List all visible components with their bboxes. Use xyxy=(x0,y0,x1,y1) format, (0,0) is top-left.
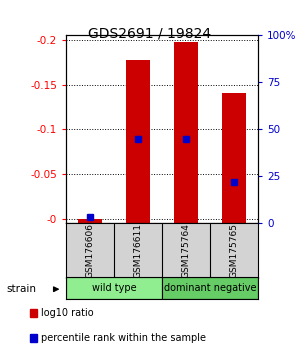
Text: GSM176606: GSM176606 xyxy=(85,223,94,278)
Text: GSM176611: GSM176611 xyxy=(134,223,142,278)
Text: GSM175765: GSM175765 xyxy=(230,223,238,278)
Text: percentile rank within the sample: percentile rank within the sample xyxy=(41,333,206,343)
Text: wild type: wild type xyxy=(92,283,136,293)
Text: strain: strain xyxy=(6,284,36,294)
Bar xyxy=(222,93,246,223)
Text: GSM175764: GSM175764 xyxy=(182,223,190,278)
Bar xyxy=(126,59,150,223)
Bar xyxy=(30,309,37,317)
Bar xyxy=(66,277,162,299)
Text: GDS2691 / 19824: GDS2691 / 19824 xyxy=(88,27,212,41)
Bar xyxy=(174,42,198,223)
Bar xyxy=(78,218,102,223)
Text: dominant negative: dominant negative xyxy=(164,283,256,293)
Bar xyxy=(162,277,258,299)
Text: log10 ratio: log10 ratio xyxy=(41,308,94,318)
Bar xyxy=(30,334,37,342)
